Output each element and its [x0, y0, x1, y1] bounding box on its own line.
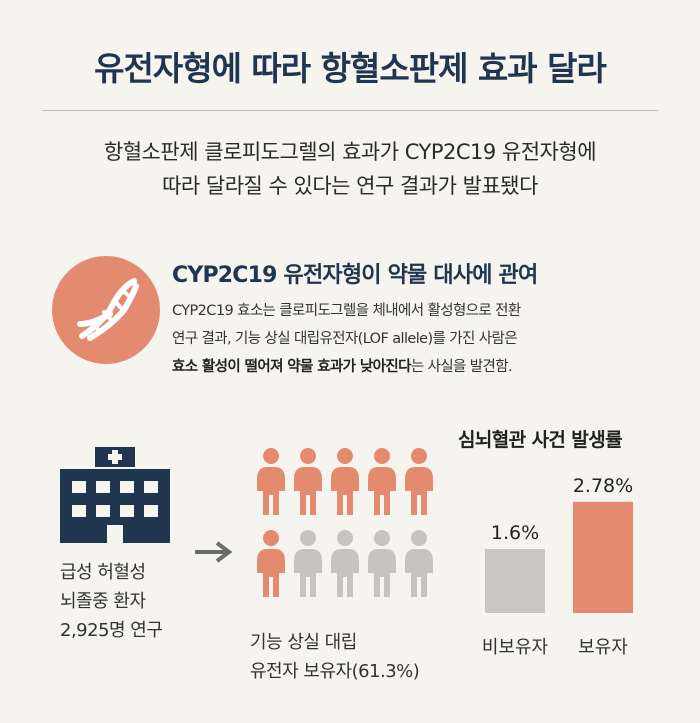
- section-body-line-3-rest: 는 사실을 발견함.: [410, 359, 513, 375]
- bar-0: [485, 549, 545, 613]
- person-icon: [331, 530, 359, 597]
- hospital-icon: [60, 447, 170, 547]
- bar-1: [573, 501, 633, 613]
- person-icon: [294, 530, 322, 597]
- person-icon: [405, 448, 433, 515]
- section-heading: CYP2C19 유전자형이 약물 대사에 관여: [172, 263, 538, 288]
- carrier-figures: [255, 447, 445, 611]
- section-body-emphasis: 효소 활성이 떨어져 약물 효과가 낮아진다: [172, 359, 411, 375]
- carrier-label: 기능 상실 대립 유전자 보유자(61.3%): [250, 628, 420, 686]
- section-body: CYP2C19 효소는 클로피도그렐을 체내에서 활성형으로 전환 연구 결과,…: [172, 297, 672, 381]
- bar-value-label: 1.6%: [491, 522, 539, 544]
- person-icon: [405, 530, 433, 597]
- subtitle-line-2: 따라 달라질 수 있다는 연구 결과가 발표됐다: [162, 174, 538, 198]
- section-body-line-1: CYP2C19 효소는 클로피도그렐을 체내에서 활성형으로 전환: [172, 303, 521, 319]
- category-label: 비보유자: [482, 637, 549, 658]
- study-label-line-1: 급성 허혈성: [60, 562, 146, 583]
- person-icon: [331, 448, 359, 515]
- person-icon: [294, 448, 322, 515]
- study-label-line-2: 뇌졸중 환자: [60, 591, 146, 612]
- category-label: 보유자: [578, 637, 628, 658]
- incidence-chart: 1.6% 비보유자 2.78% 보유자: [445, 465, 665, 679]
- carrier-label-line-2: 유전자 보유자(61.3%): [250, 661, 420, 682]
- person-icon: [257, 448, 285, 515]
- subtitle-line-1: 항혈소판제 클로피도그렐의 효과가 CYP2C19 유전자형에: [103, 140, 597, 164]
- carrier-label-line-1: 기능 상실 대립: [250, 632, 357, 653]
- title-divider: [42, 110, 658, 111]
- person-icon: [368, 530, 396, 597]
- person-icon: [368, 448, 396, 515]
- section-body-line-3: 효소 활성이 떨어져 약물 효과가 낮아진다는 사실을 발견함.: [172, 353, 672, 381]
- dna-icon: [52, 256, 160, 364]
- study-label: 급성 허혈성 뇌졸중 환자 2,925명 연구: [60, 558, 163, 645]
- section-body-line-2: 연구 결과, 기능 상실 대립유전자(LOF allele)를 가진 사람은: [172, 331, 518, 347]
- study-label-line-3: 2,925명 연구: [60, 620, 163, 641]
- subtitle: 항혈소판제 클로피도그렐의 효과가 CYP2C19 유전자형에 따라 달라질 수…: [0, 135, 700, 203]
- chart-title: 심뇌혈관 사건 발생률: [458, 429, 623, 451]
- arrow-right-icon: [193, 540, 235, 568]
- person-icon: [257, 530, 285, 597]
- page-title: 유전자형에 따라 항혈소판제 효과 달라: [94, 49, 607, 88]
- bar-value-label: 2.78%: [573, 475, 633, 497]
